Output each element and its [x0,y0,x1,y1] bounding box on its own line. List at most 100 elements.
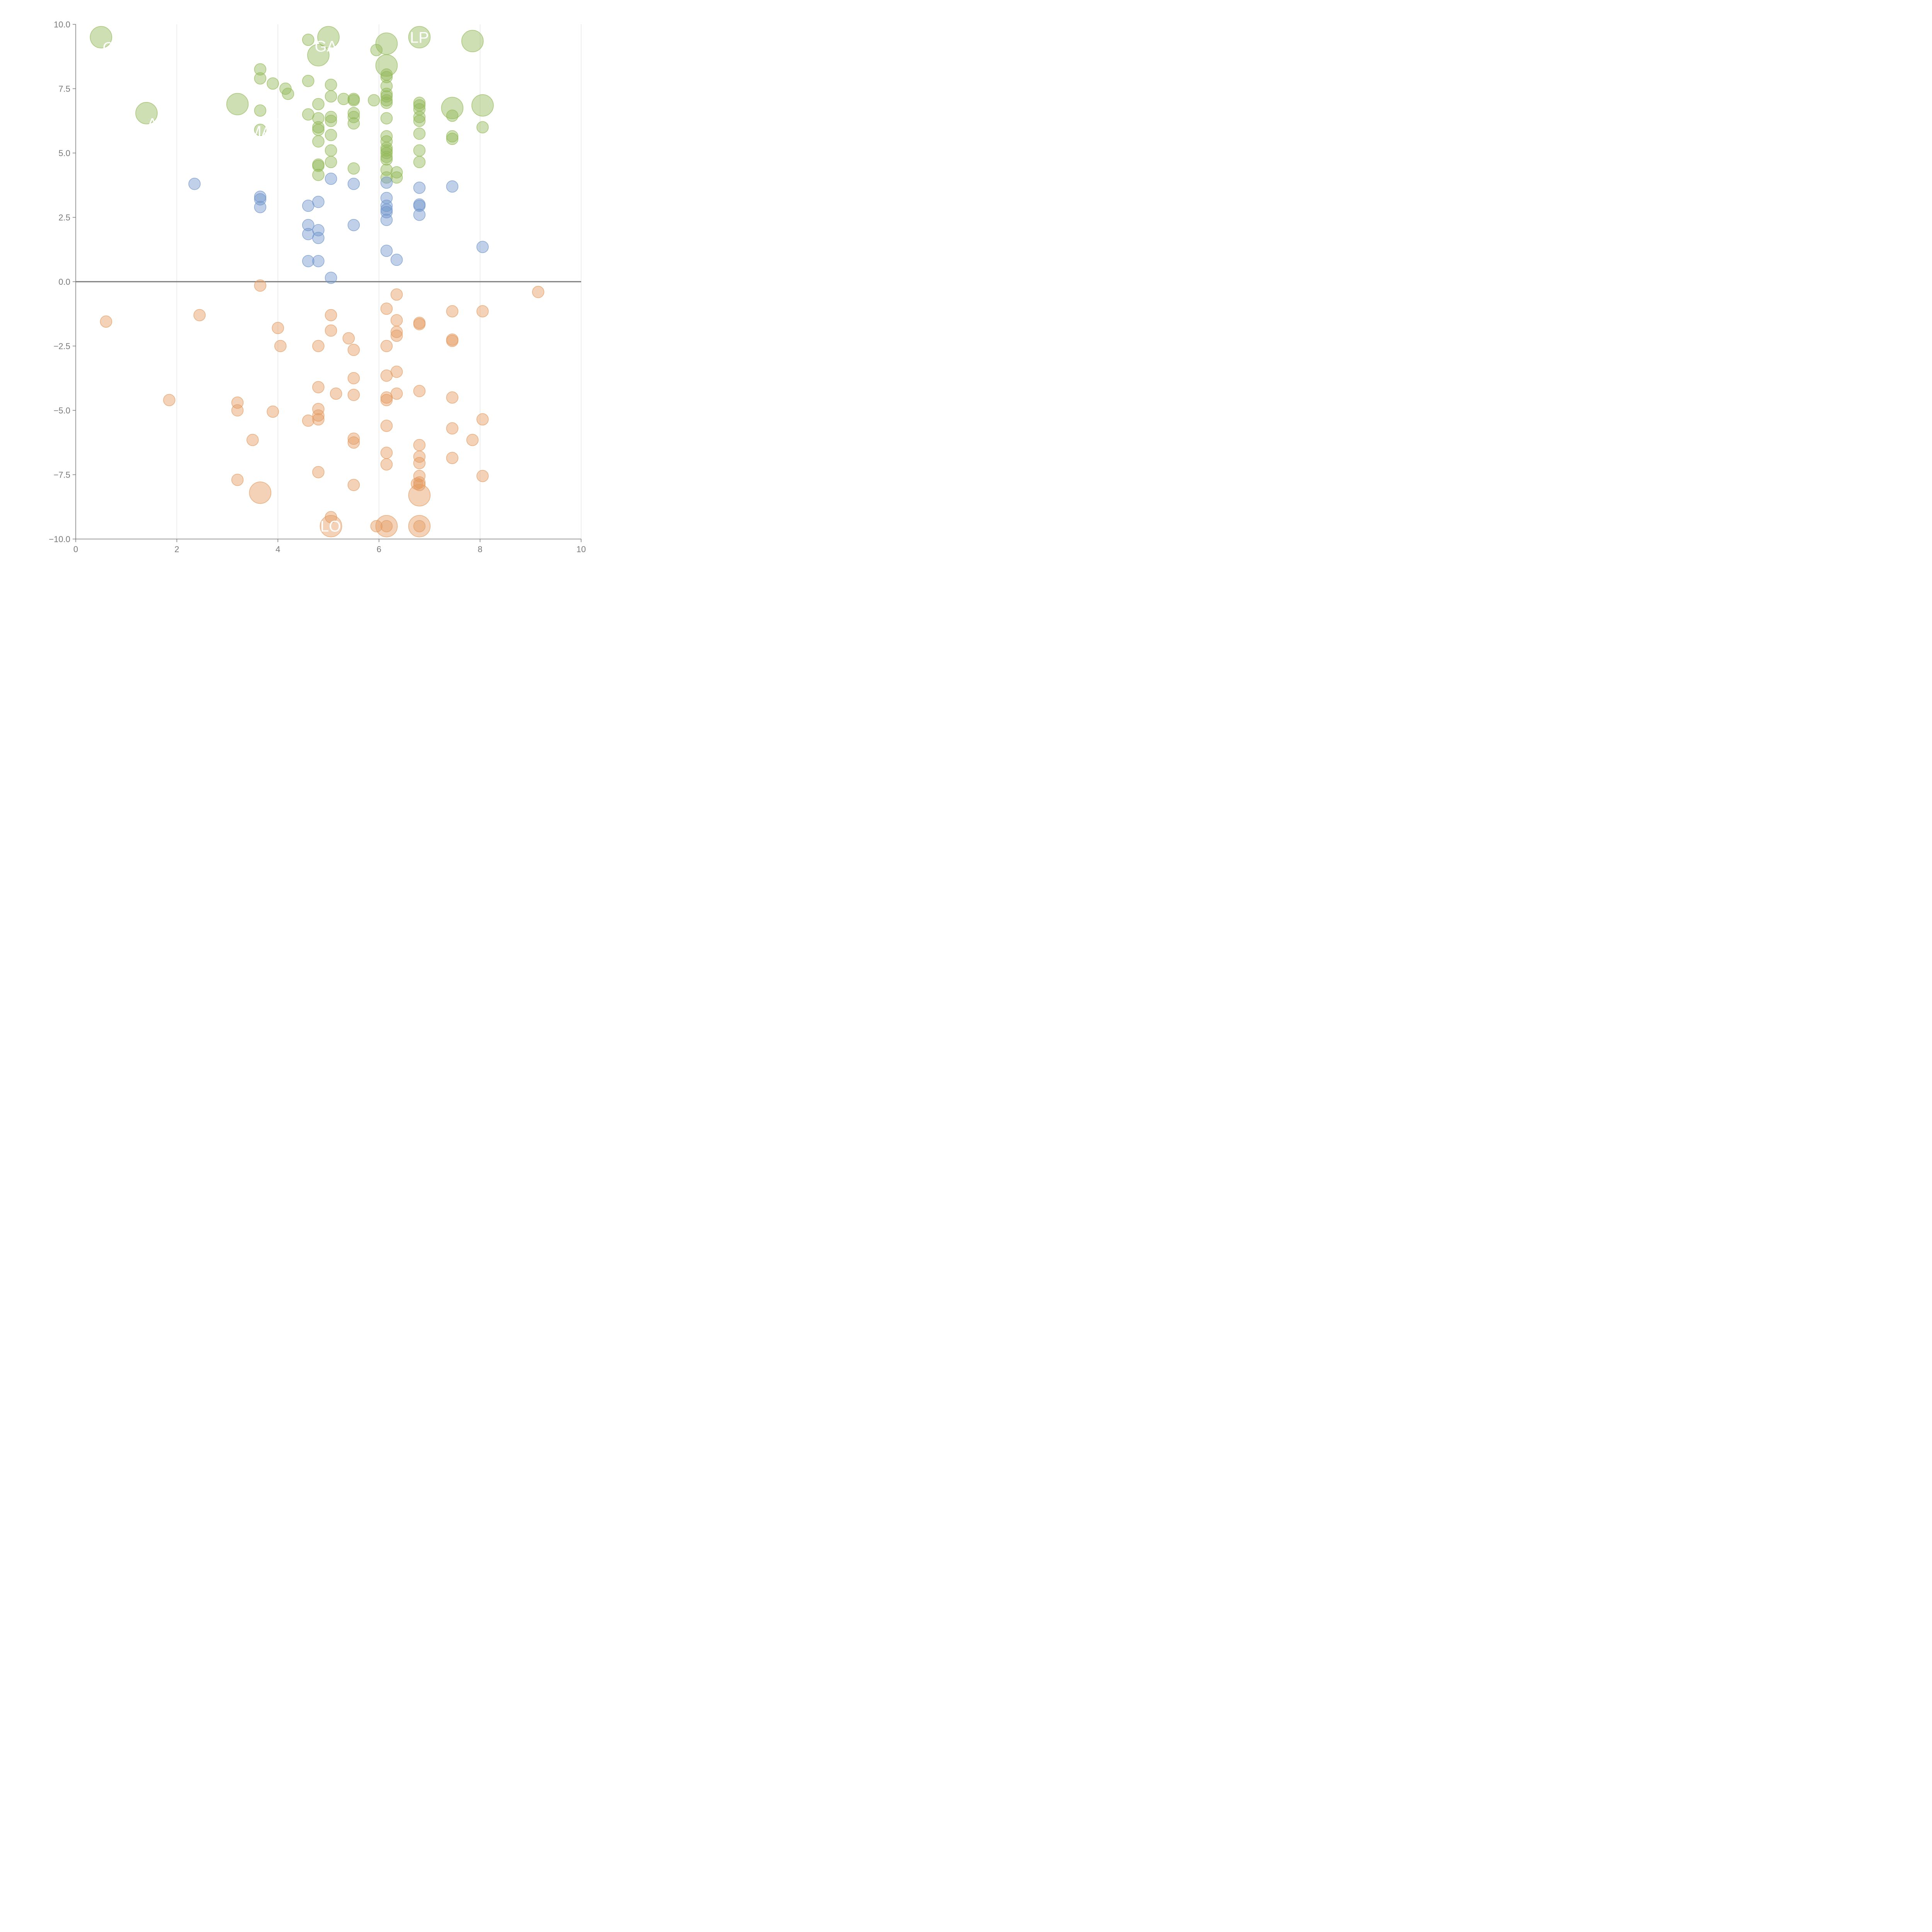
large-orange-point [375,515,398,537]
green-point [390,171,403,184]
y-tick-label: 0.0 [58,277,70,287]
blue-point [325,172,337,185]
point-label: G [102,39,114,56]
orange-point [466,434,479,446]
label-leader-line [260,101,304,132]
orange-point [476,305,489,318]
blue-point [380,203,393,216]
green-point [380,112,393,124]
green-point [476,121,489,134]
green-point [302,34,315,46]
orange-point [390,314,403,327]
orange-point [370,520,383,532]
x-tick-label: 0 [73,544,78,554]
blue-point [380,245,393,257]
x-tick-label: 8 [478,544,482,554]
green-point [267,77,279,90]
orange-point [446,335,459,347]
orange-point [413,385,426,397]
green-point [312,135,325,148]
green-point [254,63,267,76]
green-point [347,94,360,107]
green-point [413,128,426,140]
green-point [254,72,267,85]
y-tick-label: 10.0 [54,20,70,29]
orange-point [254,279,267,292]
orange-point [380,340,393,352]
y-tick-label: 2.5 [58,213,70,223]
orange-point [413,318,426,330]
green-point [347,117,360,130]
orange-point [272,322,284,334]
point-label: AL [147,115,166,132]
point-label: MA [248,123,272,140]
orange-point [413,470,426,482]
scatter-chart: G AL MA GA LP FLO 0 2 4 6 8 10 10.0 7.5 5.0 2.5 0.0 −2.5… [49,20,586,554]
orange-point [347,479,360,491]
green-point [380,88,393,100]
orange-point [446,422,459,435]
label-leader-line [146,113,157,124]
x-tick-label: 4 [276,544,280,554]
green-point [312,160,325,172]
blue-point [347,219,360,231]
axes [73,24,582,542]
large-green-point [90,26,112,49]
y-tick-label: −5.0 [54,406,70,415]
green-point [413,144,426,157]
green-point [312,124,325,136]
green-point [302,75,315,87]
green-point [325,78,337,91]
orange-point [100,315,112,328]
orange-point [325,511,337,524]
blue-point [325,272,337,284]
green-point [380,147,393,159]
large-green-point [375,54,398,77]
large-green-point [307,44,330,66]
orange-point [446,391,459,404]
blue-point [312,255,325,267]
green-point [347,107,360,119]
orange-point [274,340,287,352]
green-point [325,111,337,123]
orange-point [312,466,325,478]
y-tick-label: −2.5 [54,342,70,351]
orange-point [193,309,206,321]
blue-point [413,199,426,212]
x-tick-label: 6 [377,544,381,554]
blue-point [347,178,360,190]
green-point [254,104,267,117]
orange-point [312,409,325,422]
large-orange-point [320,515,342,537]
blue-point [312,232,325,244]
orange-point [347,389,360,401]
orange-point [390,288,403,301]
orange-point [413,520,426,532]
point-label: GA [315,38,337,55]
orange-point [267,405,279,418]
large-green-point [461,30,484,53]
blue-point [302,255,315,267]
orange-point [312,413,325,426]
green-point [380,153,393,166]
green-point [446,109,459,122]
orange-point [413,439,426,451]
green-point [312,121,325,134]
orange-point [390,326,403,338]
orange-point [342,332,355,345]
orange-point [413,479,426,491]
green-point [282,88,294,100]
green-point [367,94,380,107]
green-point [312,98,325,111]
green-point [312,168,325,181]
point-labels: G AL MA GA LP FLO [102,29,429,535]
green-point [380,71,393,83]
green-point [380,151,393,163]
green-point [337,93,350,105]
green-point [380,94,393,107]
green-point [325,129,337,141]
orange-point [380,447,393,459]
orange-point [390,330,403,342]
large-orange-point [408,484,431,507]
blue-point [390,253,403,266]
